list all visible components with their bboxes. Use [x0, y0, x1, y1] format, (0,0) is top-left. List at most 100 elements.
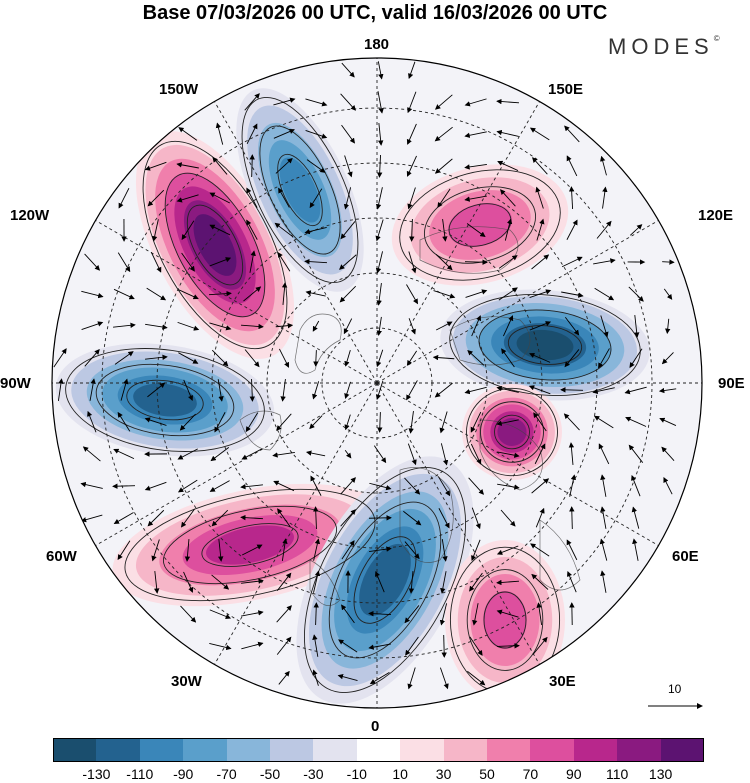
- wind-arrow: [471, 507, 481, 530]
- wind-arrow: [373, 445, 387, 464]
- wind-arrow: [598, 443, 610, 465]
- wind-arrow: [343, 318, 353, 335]
- wind-arrow: [377, 91, 384, 114]
- colorbar-swatch: [660, 738, 705, 762]
- wind-arrow: [631, 474, 641, 497]
- wind-arrow: [531, 573, 549, 590]
- wind-arrow: [405, 636, 419, 656]
- wind-arrow: [628, 286, 644, 302]
- wind-arrow: [441, 634, 447, 658]
- wind-arrow: [529, 352, 551, 363]
- wind-arrow: [368, 610, 392, 617]
- colorbar-tick-label: 70: [522, 766, 539, 782]
- latitude-circle: [156, 162, 598, 604]
- contour-line: [399, 169, 561, 281]
- wind-arrow: [339, 254, 357, 270]
- wind-arrow: [246, 123, 258, 145]
- wind-arrow: [341, 124, 356, 144]
- wind-arrow: [144, 161, 167, 171]
- colorbar-swatch: [573, 738, 618, 762]
- wind-arrow: [312, 669, 319, 686]
- colorbar-swatch: [487, 738, 531, 762]
- colorbar-swatch: [53, 738, 97, 762]
- brand-name: MODES: [608, 34, 714, 59]
- wind-arrow: [280, 379, 286, 402]
- wind-arrow: [496, 129, 519, 137]
- wind-arrow: [566, 539, 578, 561]
- wind-arrow: [532, 157, 548, 175]
- wind-arrow: [634, 315, 640, 338]
- wind-arrow: [438, 508, 450, 529]
- meridian: [376, 382, 664, 549]
- wind-arrow: [496, 385, 519, 393]
- wind-arrow: [183, 571, 194, 593]
- anomaly-level: [359, 543, 411, 617]
- wind-arrow: [249, 378, 255, 402]
- wind-arrow: [566, 219, 578, 240]
- wind-arrow: [408, 251, 417, 274]
- wind-arrow: [528, 385, 551, 395]
- wind-arrow: [343, 187, 352, 210]
- lon-label-120w: 120W: [10, 207, 50, 224]
- colorbar-tick-label: -70: [216, 766, 237, 782]
- anomaly-level: [133, 383, 197, 417]
- wind-arrow: [313, 570, 321, 593]
- wind-arrow: [118, 187, 130, 209]
- wind-arrow: [600, 315, 609, 338]
- wind-arrow: [600, 155, 607, 176]
- wind-arrow: [500, 189, 516, 207]
- contour-line: [277, 153, 323, 227]
- colorbar-tick-label: 10: [392, 766, 408, 782]
- wind-arrow: [471, 539, 481, 562]
- wind-arrow: [184, 539, 191, 562]
- wind-arrow: [529, 127, 550, 141]
- meridian: [211, 382, 378, 670]
- wind-arrow: [465, 289, 488, 298]
- wind-arrow: [341, 604, 355, 624]
- wind-arrow: [659, 417, 677, 426]
- wind-arrow: [501, 348, 515, 368]
- wind-arrow: [145, 323, 168, 330]
- wind-arrow: [470, 443, 482, 465]
- wind-arrow: [434, 158, 453, 174]
- wind-arrow: [241, 641, 264, 650]
- wind-arrow: [496, 98, 520, 105]
- wind-arrow: [569, 474, 577, 497]
- wind-arrow: [341, 540, 355, 560]
- wind-arrow: [466, 223, 486, 238]
- wind-arrow: [625, 416, 647, 427]
- wind-arrow: [497, 451, 520, 458]
- wind-arrow: [80, 481, 103, 489]
- wind-arrow: [180, 508, 195, 528]
- colorbar-tick-label: 110: [606, 766, 629, 782]
- wind-arrow: [245, 412, 259, 433]
- wind-arrow: [244, 349, 260, 368]
- wind-arrow: [306, 450, 326, 457]
- wind-arrow: [344, 449, 352, 459]
- wind-arrow: [180, 605, 197, 623]
- wind-arrow: [598, 348, 610, 369]
- wind-arrow: [439, 603, 448, 626]
- wind-arrow: [434, 382, 453, 398]
- wind-arrow: [496, 579, 520, 586]
- wind-arrow: [596, 220, 612, 239]
- wind-arrow: [340, 509, 356, 527]
- wind-arrow: [304, 258, 328, 265]
- anomaly-center: [462, 384, 562, 480]
- contour-line: [494, 414, 530, 450]
- wind-arrow: [84, 349, 100, 367]
- wind-arrow: [240, 514, 264, 521]
- lon-label-120e: 120E: [698, 207, 734, 224]
- wind-arrow: [246, 219, 258, 240]
- meridian: [90, 382, 378, 549]
- wind-arrow: [434, 94, 453, 110]
- colorbar-tick-label: -50: [259, 766, 281, 782]
- wind-arrow: [632, 538, 639, 561]
- colorbar-tick-label: 30: [435, 766, 452, 782]
- wind-arrow: [530, 543, 550, 557]
- wind-arrow: [376, 283, 382, 306]
- wind-arrow: [53, 348, 67, 368]
- contour-line: [241, 96, 359, 284]
- wind-arrow: [375, 251, 383, 274]
- wind-arrow: [437, 476, 451, 497]
